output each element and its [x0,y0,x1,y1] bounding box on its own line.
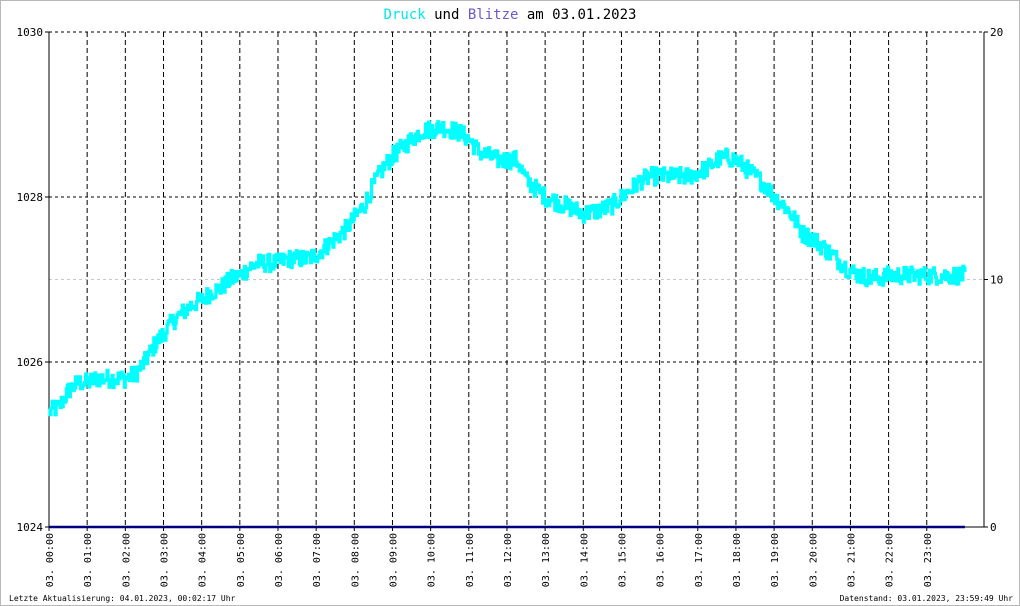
y-left-tick-label: 1026 [17,356,44,369]
x-tick-label: 03. 07:00 [312,533,323,587]
x-tick-label: 03. 05:00 [236,533,247,587]
title-und: und [426,7,468,23]
x-tick-label: 03. 08:00 [350,533,361,587]
title-druck: Druck [384,7,427,23]
x-tick-label: 03. 20:00 [808,533,819,587]
y-axis-left: 1024 1026 1028 1030 [17,26,49,534]
y-right-tick-label: 10 [990,274,1003,287]
y-left-tick-label: 1030 [17,26,44,39]
title-blitze: Blitze [468,7,519,23]
x-tick-label: 03. 12:00 [503,533,514,587]
grid [49,31,984,527]
y-right-tick-label: 20 [990,26,1003,39]
x-tick-label: 03. 13:00 [541,533,552,587]
x-tick-label: 03. 18:00 [732,533,743,587]
series-druck-line [48,120,967,417]
y-right-tick-label: 0 [990,521,997,534]
x-tick-label: 03. 15:00 [617,533,628,587]
x-tick-label: 03. 19:00 [770,533,781,587]
x-tick-label: 03. 02:00 [121,533,132,587]
x-tick-label: 03. 11:00 [465,533,476,587]
y-axis-right: 0 10 20 [984,26,1003,534]
footer-last-update: Letzte Aktualisierung: 04.01.2023, 00:02… [9,594,236,603]
y-left-tick-label: 1028 [17,191,44,204]
title-date: am 03.01.2023 [518,7,636,23]
x-tick-label: 03. 00:00 [45,533,56,587]
x-tick-label: 03. 09:00 [388,533,399,587]
x-tick-label: 03. 04:00 [198,533,209,587]
x-tick-label: 03. 21:00 [846,533,857,587]
x-tick-label: 03. 22:00 [885,533,896,587]
footer-data-status: Datenstand: 03.01.2023, 23:59:49 Uhr [840,594,1014,603]
x-axis: 03. 00:00 03. 01:00 03. 02:00 03. 03:00 03. … [45,527,934,587]
x-tick-label: 03. 03:00 [159,533,170,587]
y-left-tick-label: 1024 [17,521,44,534]
x-tick-label: 03. 16:00 [656,533,667,587]
x-tick-label: 03. 01:00 [83,533,94,587]
x-tick-label: 03. 23:00 [923,533,934,587]
x-tick-label: 03. 14:00 [579,533,590,587]
x-tick-label: 03. 17:00 [694,533,705,587]
x-tick-label: 03. 10:00 [427,533,438,587]
chart-title: Druck und Blitze am 03.01.2023 [384,7,637,23]
x-tick-label: 03. 06:00 [274,533,285,587]
